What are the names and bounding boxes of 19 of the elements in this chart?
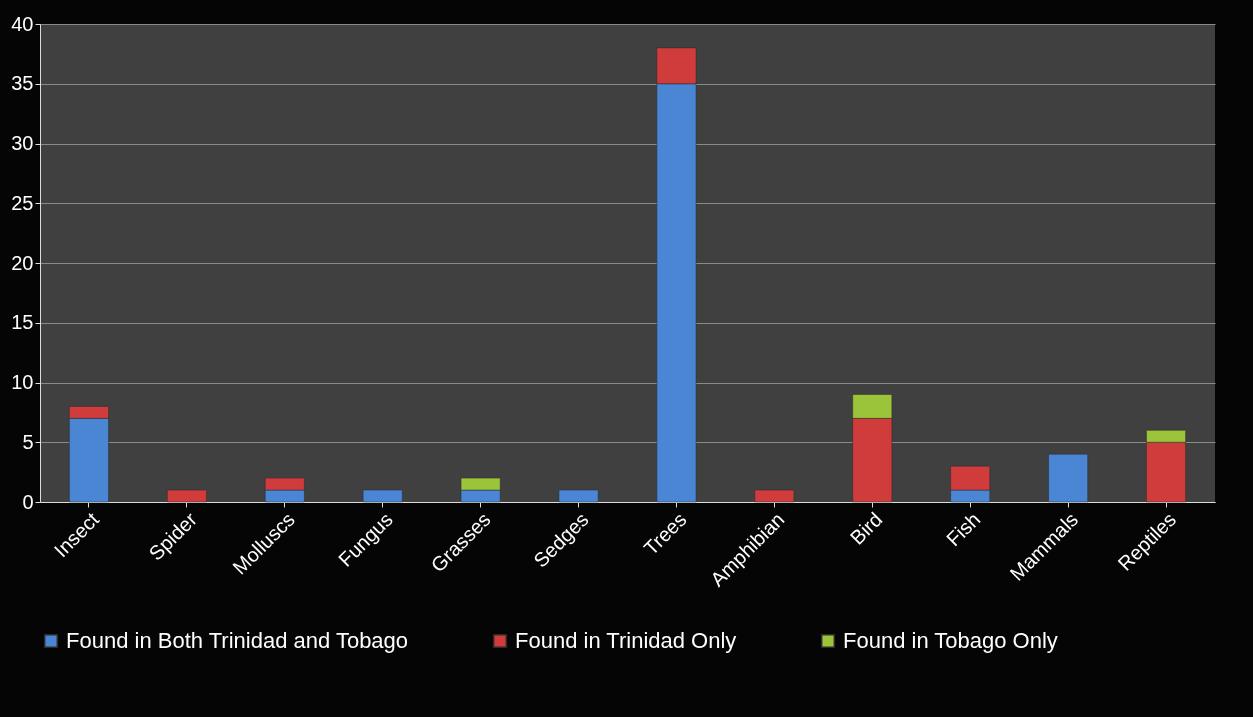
bar — [1048, 453, 1088, 503]
y-tick-label: 25 — [11, 191, 34, 214]
x-tick-label: Bird — [845, 508, 887, 549]
bar — [362, 489, 403, 503]
legend-label: Found in Tobago Only — [843, 628, 1058, 653]
y-tick-label: 20 — [11, 251, 34, 274]
y-tick-label: 30 — [11, 132, 34, 154]
y-tick-label: 5 — [22, 430, 34, 453]
y-tick-label: 0 — [22, 490, 34, 513]
bar — [167, 489, 207, 503]
legend-label: Found in Both Trinidad and Tobago — [66, 628, 409, 653]
bar — [754, 489, 795, 503]
bar — [558, 489, 599, 503]
y-tick-label: 15 — [11, 311, 34, 334]
y-tick-label: 10 — [11, 371, 34, 393]
legend-label: Found in Trinidad Only — [515, 628, 737, 653]
y-tick-label: 40 — [11, 12, 34, 35]
y-tick-label: 35 — [11, 72, 34, 95]
x-tick-label: Fish — [942, 508, 985, 551]
